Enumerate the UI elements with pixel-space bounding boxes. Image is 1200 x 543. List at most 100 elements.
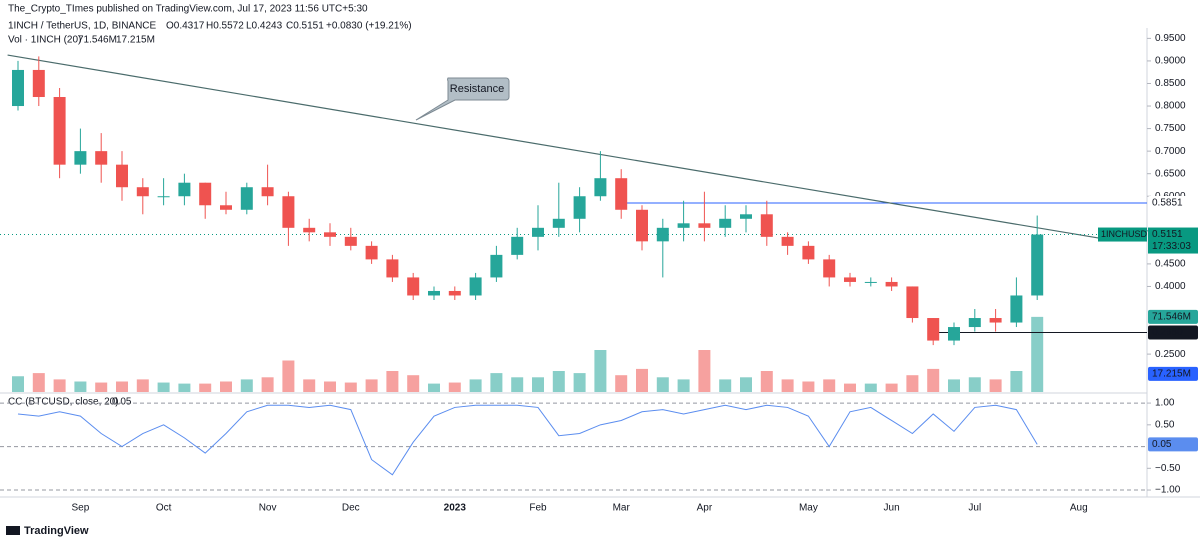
volume-bar (740, 377, 752, 392)
volume-bar (407, 375, 420, 392)
candle-body (365, 245, 378, 260)
cc-tick-label: −1.00 (1155, 485, 1181, 496)
volume-bar (178, 383, 191, 392)
candle-body (157, 196, 170, 198)
candle-body (740, 214, 752, 219)
y-tick-label: 0.8000 (1155, 101, 1186, 112)
cc-value: 0.05 (112, 397, 132, 408)
cc-tick-label: −0.50 (1155, 463, 1181, 474)
candle-body (199, 182, 212, 206)
volume-bar (698, 350, 711, 392)
volume-bar (844, 383, 856, 392)
ohlc-value: O0.4317 (166, 21, 205, 32)
volume-bar (552, 371, 565, 392)
y-tick-label: 0.4000 (1155, 281, 1186, 292)
volume-bar (927, 368, 940, 392)
candle-body (864, 281, 877, 283)
candle-body (511, 236, 524, 255)
candle-body (532, 227, 544, 237)
callout (415, 77, 510, 121)
candle-body (407, 277, 420, 296)
volume-bar (136, 379, 149, 392)
ohlc-value: L0.4243 (246, 21, 283, 32)
volume-bar (656, 377, 669, 392)
volume-bar (261, 377, 274, 392)
candle-body (677, 223, 690, 228)
volume-bar (781, 379, 794, 392)
symbol-badge-label: 1INCHUSDT (1101, 229, 1153, 239)
volume-bar (199, 383, 212, 392)
volume-bar (802, 381, 815, 392)
x-tick-label: Oct (156, 503, 172, 514)
candle-body (573, 196, 586, 219)
level-badge-label: 0.5851 (1152, 198, 1183, 209)
volume-ma-badge-label: 17.215M (1152, 369, 1191, 380)
candle-body (220, 205, 232, 210)
candle-body (469, 277, 482, 296)
volume-bar (719, 379, 732, 392)
y-tick-label: 0.2500 (1155, 349, 1186, 360)
volume-bar (344, 382, 357, 392)
volume-bar (823, 379, 836, 392)
x-tick-label: Feb (529, 503, 547, 514)
ohlc-value: C0.5151 (286, 21, 324, 32)
candle-body (490, 254, 503, 278)
x-tick-label: 2023 (444, 503, 467, 514)
candle-body (885, 281, 898, 287)
y-tick-label: 0.8500 (1155, 78, 1186, 89)
resistance-line (7, 54, 1100, 239)
candle-body (552, 218, 565, 228)
volume-bar (948, 379, 960, 392)
candle-body (823, 259, 836, 278)
level-badge (1148, 195, 1198, 210)
candle-body (636, 209, 648, 242)
x-tick-label: Sep (72, 503, 90, 514)
candle-body (1031, 234, 1044, 296)
candle-body (136, 187, 149, 197)
symbol: 1INCH / TetherUS, 1D, BINANCE (8, 21, 157, 32)
cc-tick-label: 0.50 (1155, 419, 1175, 430)
logo-icon (6, 526, 20, 535)
candle-body (261, 187, 274, 197)
callout-label: Resistance (450, 83, 504, 95)
volume-bar (885, 383, 898, 392)
volume-bar (594, 350, 607, 392)
candle-body (802, 245, 815, 260)
candle-body (448, 290, 461, 296)
volume-bar (469, 379, 482, 392)
volume-value: 71.546M (78, 35, 117, 46)
volume-bar (760, 371, 773, 392)
candle-body (178, 182, 191, 197)
candle-body (12, 69, 24, 107)
volume-bar (448, 382, 461, 392)
level-badge-label: 0.2980 (1152, 327, 1183, 338)
volume-bar (989, 379, 1002, 392)
volume-bar (157, 382, 170, 392)
cc-badge (1148, 437, 1198, 452)
volume-bar (53, 379, 66, 392)
volume-bar (636, 368, 648, 392)
volume-badge-label: 71.546M (1152, 312, 1191, 323)
volume-bar (968, 377, 981, 392)
logo: TradingView (24, 525, 89, 537)
volume-bar (116, 381, 128, 392)
volume-bar (428, 383, 440, 392)
volume-bar (74, 381, 87, 392)
volume-bar (490, 373, 503, 392)
candle-body (282, 196, 295, 228)
x-tick-label: May (799, 503, 818, 514)
attribution: The_Crypto_TImes published on TradingVie… (8, 4, 368, 15)
volume-bar (282, 360, 295, 392)
ohlc-value: H0.5572 (206, 21, 244, 32)
candle-body (53, 97, 66, 165)
volume-bar (573, 373, 586, 392)
volume-bar (324, 381, 336, 392)
volume-bar (864, 383, 877, 392)
candle-body (428, 290, 440, 296)
x-tick-label: Jul (968, 503, 981, 514)
candle-body (594, 178, 607, 197)
y-tick-label: 0.9500 (1155, 33, 1186, 44)
volume-bar (511, 377, 524, 392)
cc-badge-label: 0.05 (1152, 439, 1172, 450)
